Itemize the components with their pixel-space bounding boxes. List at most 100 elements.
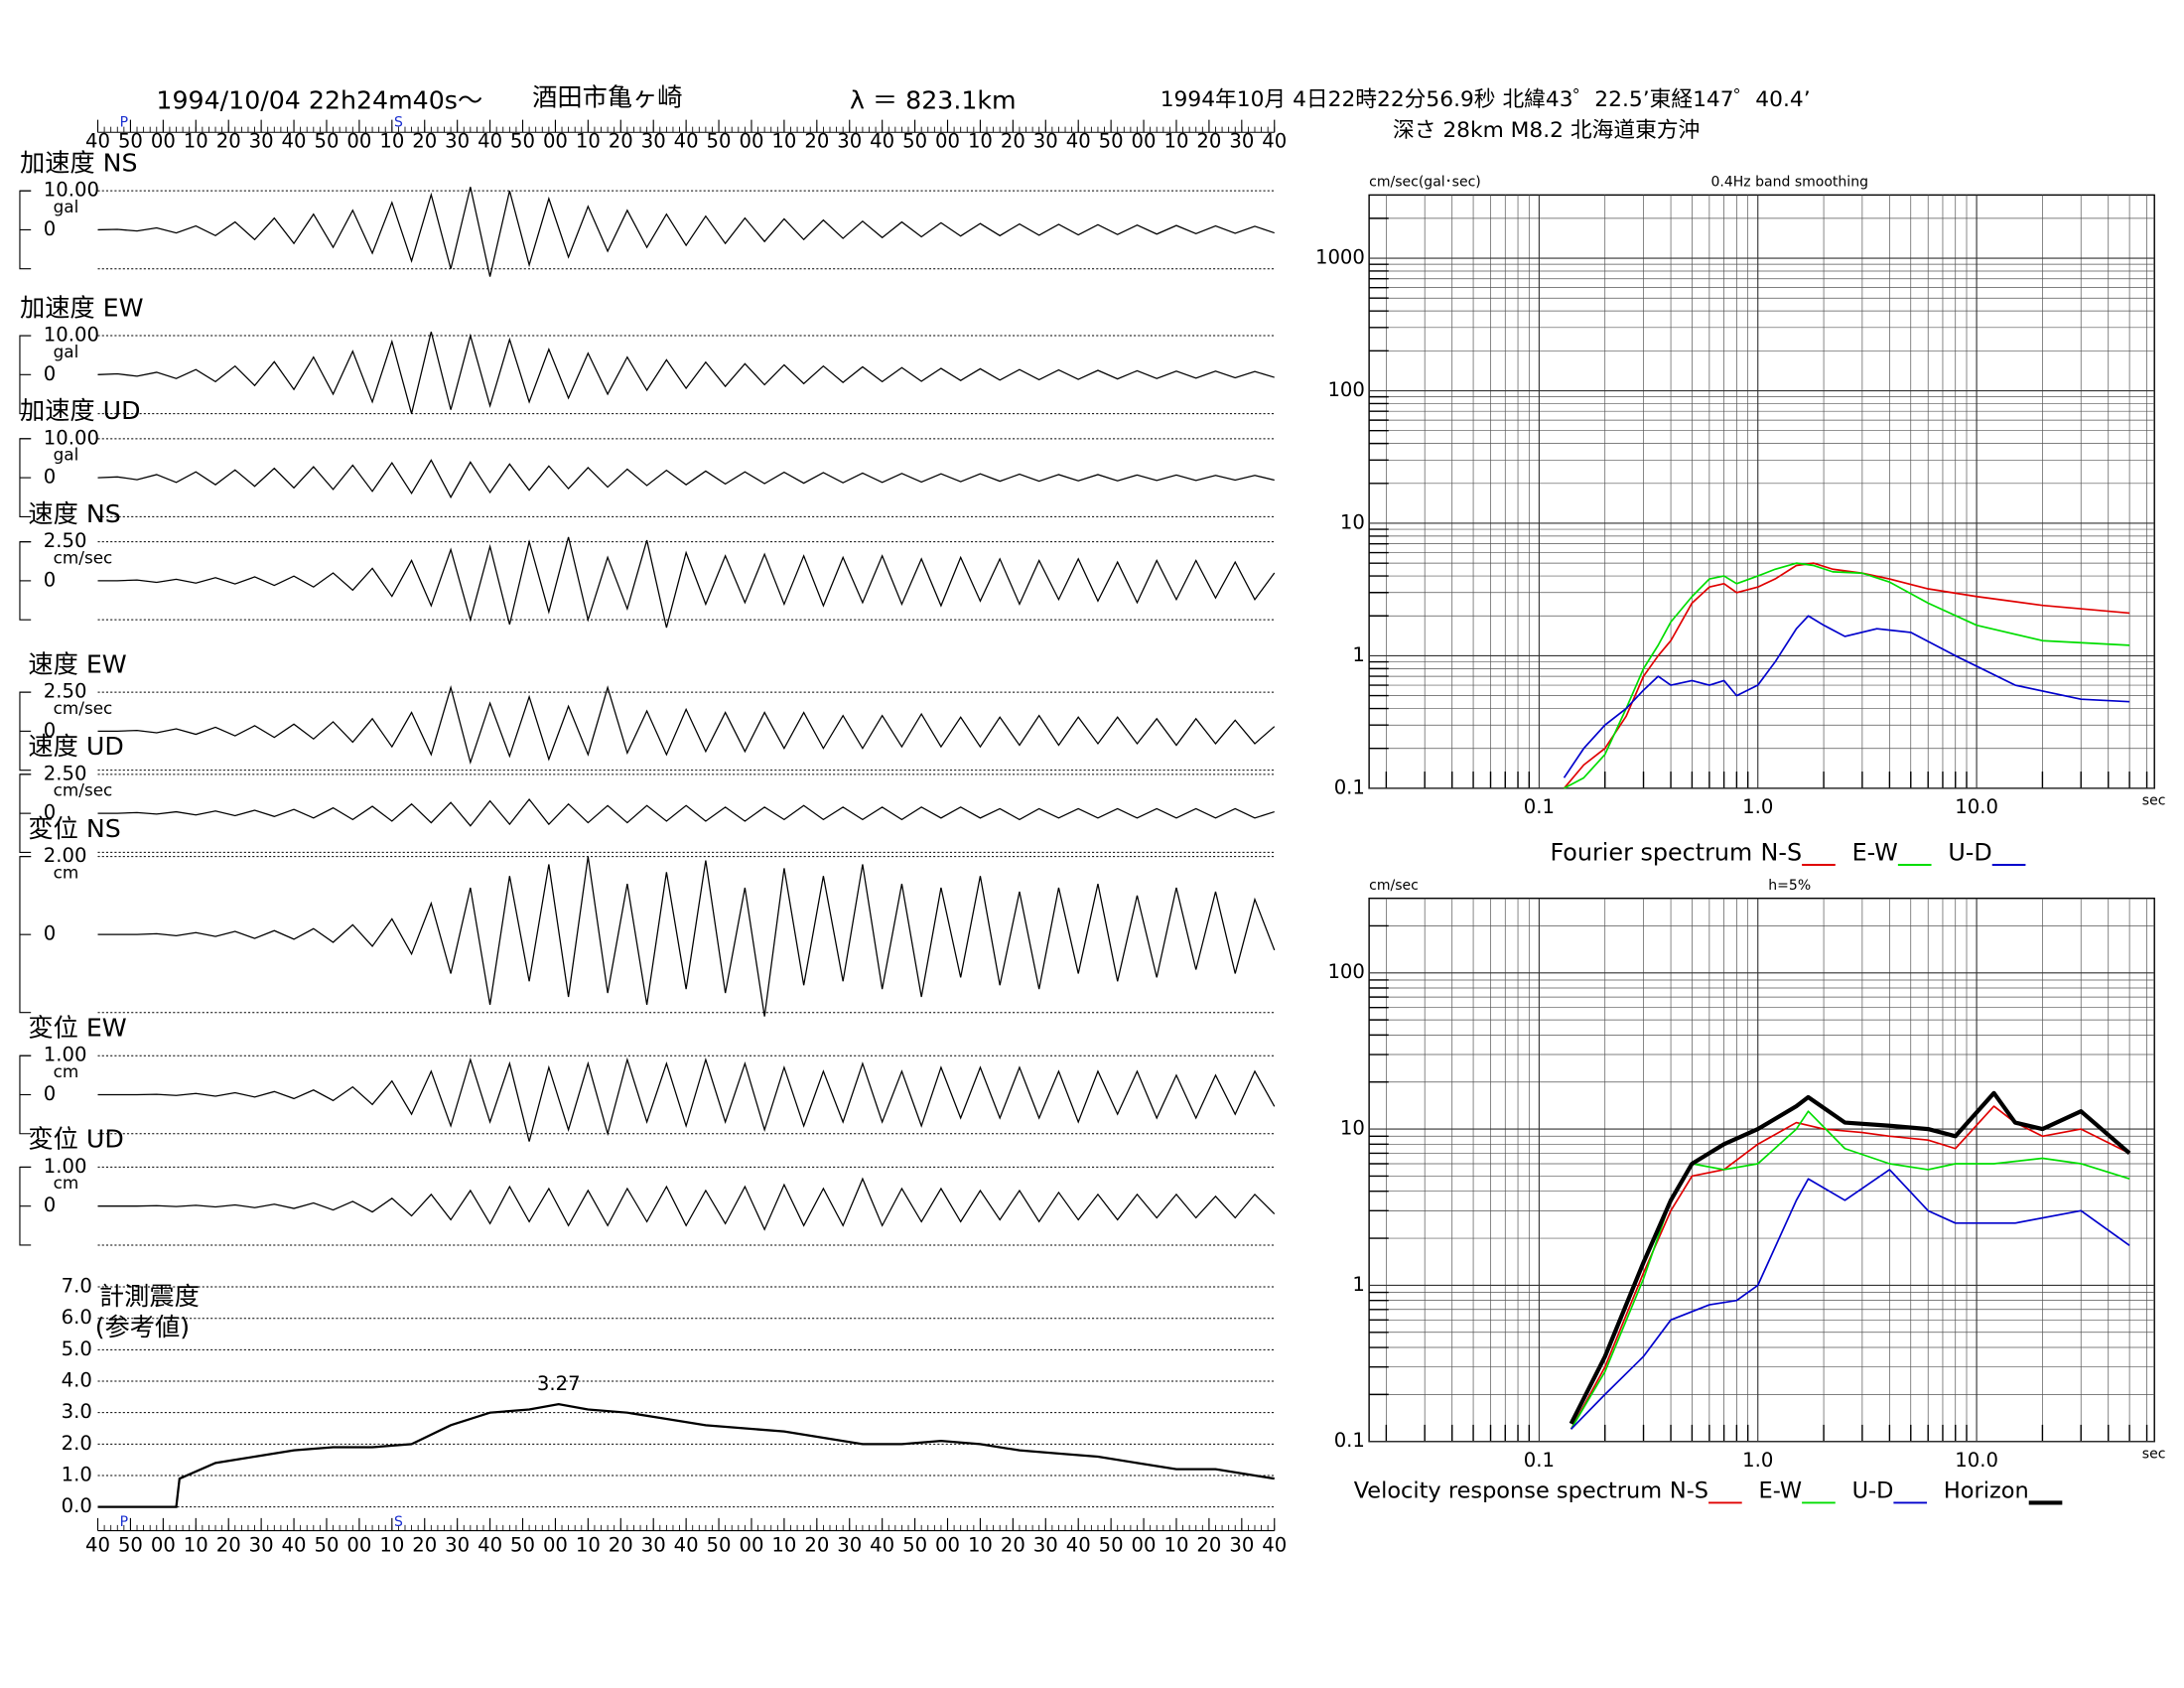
x-tick-label: 20 bbox=[804, 130, 829, 153]
x-tick-label: 30 bbox=[249, 130, 274, 153]
x-tick-label: 50 bbox=[510, 130, 535, 153]
x-tick-label: 00 bbox=[739, 1533, 763, 1556]
trace-title: 加速度 UD bbox=[20, 396, 141, 425]
waveform bbox=[97, 331, 1275, 414]
x-tick-label: 00 bbox=[151, 130, 176, 153]
trace-unit: cm bbox=[54, 1061, 79, 1081]
x-tick-label: 30 bbox=[1229, 130, 1254, 153]
spectrum-line bbox=[1564, 562, 2130, 789]
x-tick-label: 00 bbox=[935, 1533, 960, 1556]
x-tick-label: 40 bbox=[85, 1533, 110, 1556]
y-tick-label: 1 bbox=[1352, 643, 1364, 666]
y-tick-label: 5.0 bbox=[62, 1337, 92, 1360]
x-tick-label: 50 bbox=[314, 130, 339, 153]
x-tick-label: 50 bbox=[707, 130, 732, 153]
trace-unit: gal bbox=[54, 197, 79, 216]
x-tick-label: 20 bbox=[609, 130, 633, 153]
trace-unit: cm/sec bbox=[54, 698, 113, 718]
x-tick-label: 10 bbox=[576, 1533, 601, 1556]
legend-label: E-W bbox=[1759, 1478, 1803, 1504]
x-tick-label: 50 bbox=[118, 1533, 143, 1556]
x-tick-label: 40 bbox=[870, 130, 894, 153]
x-tick-label: 40 bbox=[478, 1533, 502, 1556]
x-tick-label: 40 bbox=[1066, 130, 1091, 153]
x-tick-label: 00 bbox=[543, 1533, 568, 1556]
x-tick-label: 40 bbox=[282, 1533, 307, 1556]
x-tick-label: 50 bbox=[118, 130, 143, 153]
y-tick-label: 0 bbox=[44, 719, 57, 742]
x-tick-label: 10 bbox=[771, 130, 796, 153]
x-tick-label: 0.1 bbox=[1524, 795, 1555, 818]
x-tick-label: 30 bbox=[837, 130, 862, 153]
waveform bbox=[97, 187, 1275, 277]
y-tick-label: 2.0 bbox=[62, 1432, 92, 1455]
phase-mark: P bbox=[120, 1514, 128, 1530]
trace-title: 変位 UD bbox=[28, 1125, 123, 1154]
x-tick-label: 10 bbox=[1163, 1533, 1188, 1556]
legend-title: Velocity response spectrum bbox=[1354, 1478, 1662, 1504]
x-tick-label: 20 bbox=[1001, 1533, 1025, 1556]
y-tick-label: 0 bbox=[44, 801, 57, 824]
y-tick-label: 0 bbox=[44, 1194, 57, 1216]
legend-label: E-W bbox=[1852, 838, 1898, 866]
spectrum-line bbox=[1569, 1090, 2131, 1425]
x-tick-label: 20 bbox=[804, 1533, 829, 1556]
y-tick-label: 2.50 bbox=[44, 680, 87, 703]
y-tick-label: 10.00 bbox=[44, 426, 99, 449]
x-tick-label: 10 bbox=[576, 130, 601, 153]
x-tick-label: 0.1 bbox=[1524, 1449, 1555, 1472]
x-tick-label: 10 bbox=[968, 130, 993, 153]
x-tick-label: 30 bbox=[1033, 130, 1058, 153]
x-tick-label: 40 bbox=[1262, 1533, 1287, 1556]
x-tick-label: 40 bbox=[674, 1533, 699, 1556]
x-tick-label: 30 bbox=[641, 130, 666, 153]
y-tick-label: 0.1 bbox=[1334, 775, 1365, 798]
spectrum-line bbox=[1570, 1169, 2130, 1430]
x-tick-label: 50 bbox=[1099, 130, 1124, 153]
trace-unit: cm/sec bbox=[54, 780, 113, 800]
x-tick-label: 1.0 bbox=[1742, 795, 1773, 818]
chart-subtitle: h=5% bbox=[1768, 878, 1811, 894]
y-tick-label: 1.00 bbox=[44, 1155, 87, 1178]
y-tick-label: 100 bbox=[1327, 378, 1364, 401]
x-tick-label: 20 bbox=[216, 130, 241, 153]
x-tick-label: 00 bbox=[935, 130, 960, 153]
waveform bbox=[97, 536, 1276, 629]
trace-title: 加速度 EW bbox=[20, 293, 144, 322]
trace-unit: cm bbox=[54, 1173, 79, 1193]
x-tick-label: 50 bbox=[314, 1533, 339, 1556]
x-tick-label: 40 bbox=[478, 130, 502, 153]
x-axis-label: sec bbox=[2142, 793, 2166, 809]
y-tick-label: 10 bbox=[1340, 510, 1365, 533]
spectrum-line bbox=[1570, 1110, 2130, 1430]
y-tick-label: 0 bbox=[44, 568, 57, 591]
chart-subtitle: (参考値) bbox=[95, 1313, 190, 1341]
waveform bbox=[97, 1177, 1276, 1231]
legend-label: U-D bbox=[1948, 838, 1991, 866]
phase-mark: P bbox=[120, 114, 128, 130]
x-tick-label: 20 bbox=[609, 1533, 633, 1556]
y-tick-label: 1.00 bbox=[44, 1044, 87, 1066]
trace-unit: cm bbox=[54, 862, 79, 882]
legend-label: U-D bbox=[1852, 1478, 1894, 1504]
trace-title: 速度 NS bbox=[28, 499, 120, 528]
trace-title: 変位 NS bbox=[28, 814, 120, 843]
intensity-line bbox=[97, 1402, 1275, 1508]
x-tick-label: 10 bbox=[184, 130, 208, 153]
x-tick-label: 50 bbox=[510, 1533, 535, 1556]
x-tick-label: 10 bbox=[379, 130, 404, 153]
x-tick-label: 20 bbox=[412, 130, 437, 153]
y-tick-label: 100 bbox=[1327, 960, 1364, 983]
x-tick-label: 20 bbox=[1196, 1533, 1221, 1556]
y-tick-label: 2.50 bbox=[44, 762, 87, 784]
legend-label: N-S bbox=[1761, 838, 1803, 866]
x-tick-label: 30 bbox=[837, 1533, 862, 1556]
legend-label: N-S bbox=[1670, 1478, 1708, 1504]
y-tick-label: 0.0 bbox=[62, 1494, 92, 1517]
x-tick-label: 40 bbox=[85, 130, 110, 153]
x-tick-label: 20 bbox=[1001, 130, 1025, 153]
trace-title: 加速度 NS bbox=[20, 149, 138, 178]
x-tick-label: 10.0 bbox=[1955, 1449, 1998, 1472]
x-tick-label: 20 bbox=[216, 1533, 241, 1556]
